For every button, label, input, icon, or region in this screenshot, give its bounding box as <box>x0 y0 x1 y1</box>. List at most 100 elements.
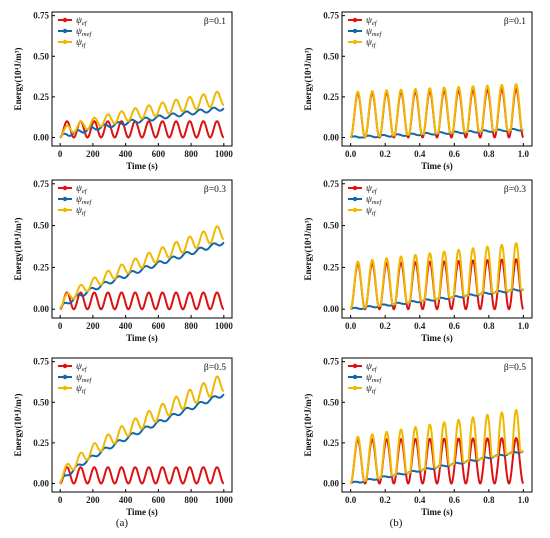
x-tick-label: 0 <box>58 495 63 505</box>
legend-label-tf: ψtf <box>76 206 87 217</box>
legend-label-mef: ψmef <box>76 195 92 206</box>
y-tick-label: 0.75 <box>33 179 49 189</box>
series-line-psi-tf <box>59 375 225 484</box>
y-tick-label: 0.25 <box>33 438 49 448</box>
x-tick-label: 0 <box>58 149 63 159</box>
legend-label-ef: ψef <box>366 16 378 27</box>
legend-marker-tf <box>62 39 68 45</box>
y-tick-label: 0.00 <box>33 478 49 488</box>
x-tick-label: 1.0 <box>518 149 530 159</box>
x-tick-label: 0.6 <box>449 495 461 505</box>
x-tick-label: 0.2 <box>380 495 392 505</box>
legend-label-tf: ψtf <box>76 384 87 395</box>
x-tick-label: 0.8 <box>483 149 495 159</box>
x-tick-label: 1.0 <box>518 321 530 331</box>
legend-label-ef: ψef <box>76 16 88 27</box>
series-line-psi-mef <box>59 241 225 310</box>
x-tick-label: 0.0 <box>345 321 357 331</box>
legend-marker-ef <box>62 185 68 191</box>
series-line-psi-mef <box>59 393 225 484</box>
series-line-psi-tf <box>59 225 225 310</box>
series-line-psi-tf <box>349 408 525 485</box>
legend-marker-mef <box>352 28 358 34</box>
x-tick-label: 0.4 <box>414 149 426 159</box>
x-tick-label: 1000 <box>215 321 234 331</box>
series-line-psi-ef <box>349 258 525 311</box>
series-line-psi-tf <box>349 242 525 311</box>
beta-annotation: β=0.3 <box>504 185 526 195</box>
series-line-psi-tf <box>59 90 225 139</box>
y-tick-label: 0.50 <box>33 51 49 61</box>
x-tick-label: 200 <box>86 495 100 505</box>
x-tick-label: 200 <box>86 149 100 159</box>
legend-marker-mef <box>62 28 68 34</box>
plot-frame <box>341 357 533 493</box>
beta-annotation: β=0.1 <box>504 17 526 27</box>
y-axis-label: Energy(10⁴J/m³) <box>303 48 313 111</box>
y-tick-label: 0.75 <box>323 11 339 21</box>
caption-b: (b) <box>390 517 403 529</box>
legend-label-ef: ψef <box>76 184 88 195</box>
x-tick-label: 0.6 <box>449 149 461 159</box>
chart-panel-b1: 0.00 0.25 0.50 0.75 0.0 0.2 0.4 0.6 0.8 1.0 Time (… <box>303 11 533 171</box>
series-line-psi-tf <box>349 83 525 139</box>
legend-label-ef: ψef <box>76 362 88 373</box>
chart-panel-a2: 0.00 0.25 0.50 0.75 0 200 400 600 800 1000 Time (s… <box>13 179 233 343</box>
y-tick-label: 0.00 <box>323 478 339 488</box>
x-tick-label: 1000 <box>215 495 234 505</box>
y-tick-label: 0.00 <box>323 132 339 142</box>
x-tick-label: 0.8 <box>483 495 495 505</box>
legend-marker-mef <box>352 196 358 202</box>
series-line-psi-ef <box>59 120 225 139</box>
y-axis-label: Energy(10⁴J/m³) <box>13 218 23 281</box>
plot-frame <box>51 179 233 319</box>
x-tick-label: 0 <box>58 321 63 331</box>
legend-label-tf: ψtf <box>76 38 87 49</box>
x-tick-label: 0.8 <box>483 321 495 331</box>
x-tick-label: 400 <box>119 321 133 331</box>
y-tick-label: 0.75 <box>33 357 49 367</box>
legend-label-mef: ψmef <box>76 27 92 38</box>
beta-annotation: β=0.1 <box>204 17 226 27</box>
x-tick-label: 600 <box>152 495 166 505</box>
chart-panel-a1: 0.00 0.25 0.50 0.75 0 200 400 600 800 1000 Time (s… <box>13 11 233 171</box>
x-tick-label: 800 <box>184 149 198 159</box>
legend-marker-ef <box>352 363 358 369</box>
legend-marker-ef <box>62 17 68 23</box>
y-tick-label: 0.00 <box>33 132 49 142</box>
chart-panel-b2: 0.00 0.25 0.50 0.75 0.0 0.2 0.4 0.6 0.8 1.0 Time (… <box>303 179 533 343</box>
x-tick-label: 600 <box>152 321 166 331</box>
series-line-psi-ef <box>349 87 525 139</box>
x-tick-label: 0.2 <box>380 321 392 331</box>
x-tick-label: 0.0 <box>345 495 357 505</box>
legend-label-tf: ψtf <box>366 38 377 49</box>
y-axis-label: Energy(10⁴J/m³) <box>13 394 23 457</box>
chart-panel-a3: 0.00 0.25 0.50 0.75 0 200 400 600 800 1000 Time (s… <box>13 357 233 517</box>
x-tick-label: 1000 <box>215 149 234 159</box>
y-axis-label: Energy(10⁴J/m³) <box>303 218 313 281</box>
legend-label-ef: ψef <box>366 362 378 373</box>
x-tick-label: 800 <box>184 321 198 331</box>
plot-frame <box>341 179 533 319</box>
y-tick-label: 0.25 <box>323 438 339 448</box>
legend-marker-tf <box>352 207 358 213</box>
y-tick-label: 0.50 <box>323 397 339 407</box>
plot-frame <box>341 11 533 147</box>
legend-label-mef: ψmef <box>366 373 382 384</box>
legend-marker-mef <box>62 374 68 380</box>
x-tick-label: 200 <box>86 321 100 331</box>
x-axis-label: Time (s) <box>421 507 453 517</box>
plot-frame <box>51 357 233 493</box>
x-tick-label: 0.2 <box>380 149 392 159</box>
x-axis-label: Time (s) <box>126 161 158 171</box>
beta-annotation: β=0.5 <box>504 363 526 373</box>
beta-annotation: β=0.5 <box>204 363 226 373</box>
series-line-psi-ef <box>349 437 525 485</box>
caption-a: (a) <box>116 517 129 529</box>
x-tick-label: 0.6 <box>449 321 461 331</box>
y-tick-label: 0.75 <box>323 179 339 189</box>
chart-panel-b3: 0.00 0.25 0.50 0.75 0.0 0.2 0.4 0.6 0.8 1.0 Time (… <box>303 357 533 517</box>
y-tick-label: 0.25 <box>33 262 49 272</box>
x-tick-label: 400 <box>119 495 133 505</box>
x-tick-label: 600 <box>152 149 166 159</box>
